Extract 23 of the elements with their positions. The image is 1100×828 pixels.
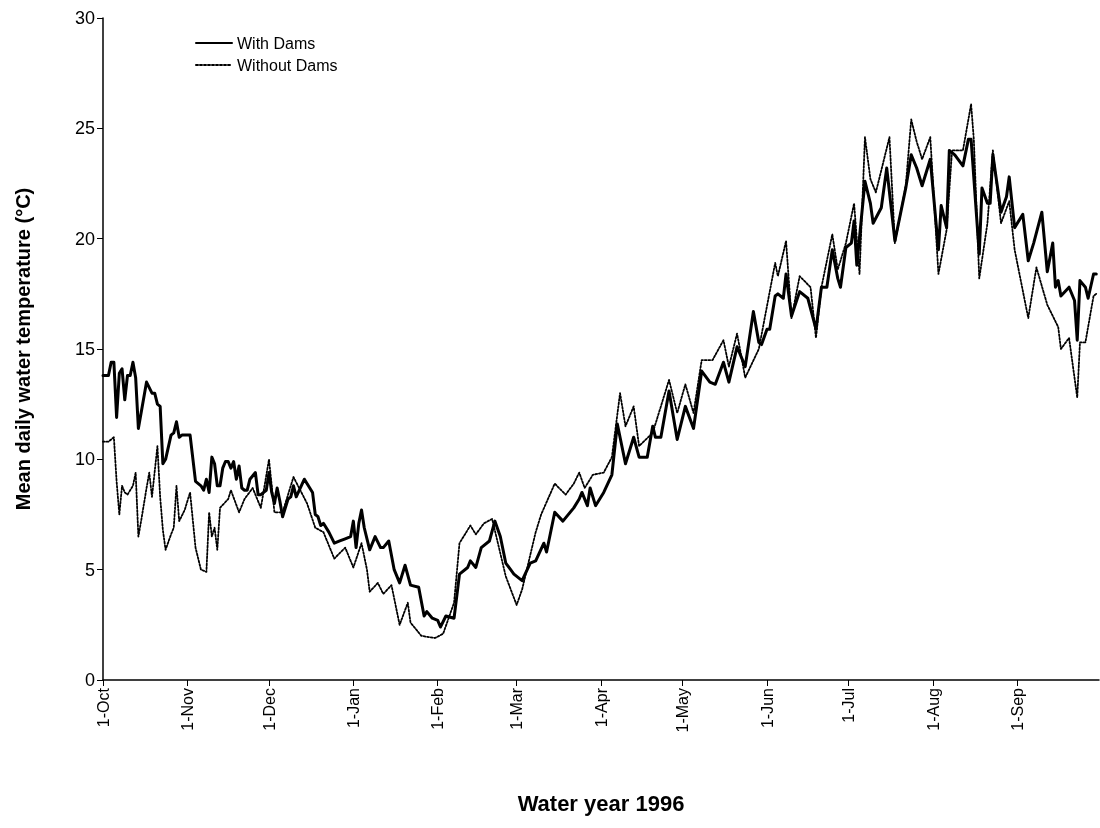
y-tick-label: 20 bbox=[74, 228, 95, 249]
legend-label: With Dams bbox=[237, 34, 316, 52]
x-tick-label: 1-Dec bbox=[260, 688, 278, 731]
x-tick-label: 1-Jan bbox=[344, 688, 362, 729]
x-tick-label: 1-Apr bbox=[592, 687, 610, 728]
x-tick-label: 1-Aug bbox=[924, 688, 942, 731]
y-tick-label: 30 bbox=[74, 8, 95, 28]
legend-label: Without Dams bbox=[237, 56, 338, 74]
y-axis-title: Mean daily water temperature (°C) bbox=[12, 187, 34, 511]
x-tick-label: 1-Mar bbox=[508, 687, 526, 730]
y-tick-label: 0 bbox=[84, 670, 95, 690]
y-tick-label: 5 bbox=[84, 559, 95, 580]
x-tick-label: 1-Sep bbox=[1008, 687, 1026, 731]
y-tick-label: 10 bbox=[74, 449, 95, 470]
x-tick-label: 1-Jun bbox=[758, 688, 776, 729]
x-tick-label: 1-May bbox=[674, 688, 692, 733]
x-tick-label: 1-Oct bbox=[94, 687, 112, 728]
x-tick-label: 1-Feb bbox=[429, 687, 447, 730]
x-tick-label: 1-Nov bbox=[178, 688, 196, 731]
x-tick-label: 1-Jul bbox=[840, 688, 858, 723]
x-axis-title: Water year 1996 bbox=[517, 790, 685, 816]
y-tick-label: 25 bbox=[74, 118, 95, 139]
y-tick-label: 15 bbox=[74, 339, 95, 359]
